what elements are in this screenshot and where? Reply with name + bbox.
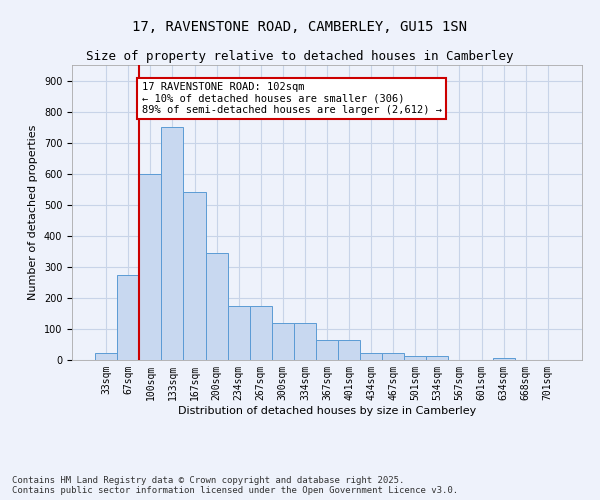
Bar — [95, 353, 117, 360]
Bar — [272, 322, 294, 360]
X-axis label: Distribution of detached houses by size in Camberley: Distribution of detached houses by size … — [178, 406, 476, 415]
Bar — [139, 174, 161, 360]
Bar — [294, 322, 316, 360]
Text: 17, RAVENSTONE ROAD, CAMBERLEY, GU15 1SN: 17, RAVENSTONE ROAD, CAMBERLEY, GU15 1SN — [133, 20, 467, 34]
Bar — [338, 340, 360, 360]
Text: Size of property relative to detached houses in Camberley: Size of property relative to detached ho… — [86, 50, 514, 63]
Bar — [316, 340, 338, 360]
Bar — [360, 353, 382, 360]
Text: Contains HM Land Registry data © Crown copyright and database right 2025.
Contai: Contains HM Land Registry data © Crown c… — [12, 476, 458, 495]
Bar — [250, 306, 272, 360]
Bar — [493, 358, 515, 360]
Bar — [184, 192, 206, 360]
Bar — [206, 253, 227, 360]
Bar — [404, 356, 427, 360]
Bar — [427, 356, 448, 360]
Text: 17 RAVENSTONE ROAD: 102sqm
← 10% of detached houses are smaller (306)
89% of sem: 17 RAVENSTONE ROAD: 102sqm ← 10% of deta… — [142, 82, 442, 116]
Bar — [382, 353, 404, 360]
Bar — [117, 274, 139, 360]
Bar — [227, 306, 250, 360]
Y-axis label: Number of detached properties: Number of detached properties — [28, 125, 38, 300]
Bar — [161, 127, 184, 360]
